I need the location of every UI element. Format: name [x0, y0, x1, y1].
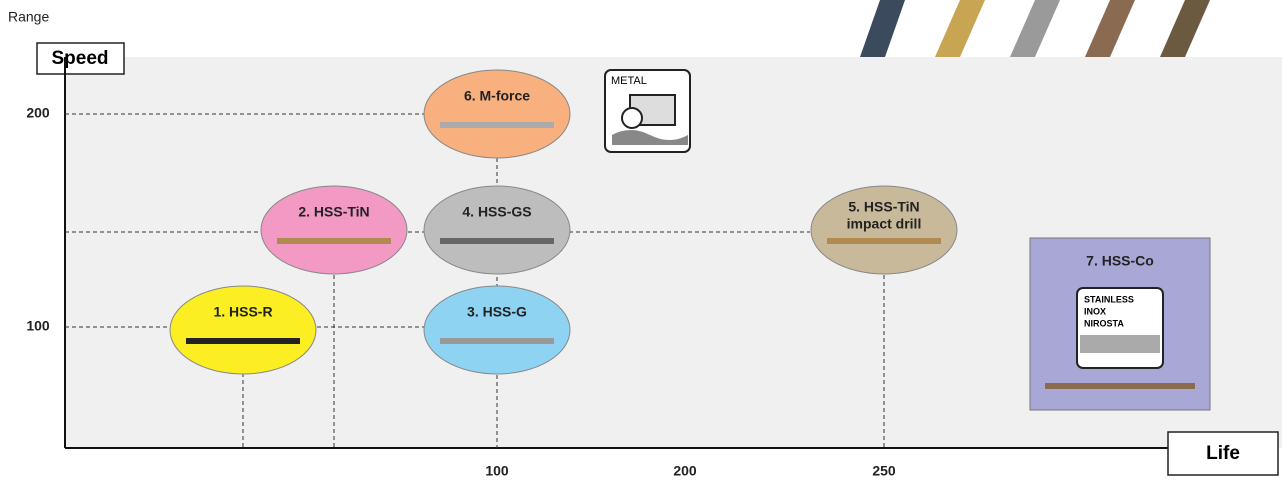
node — [169, 285, 317, 375]
x-tick-label: 250 — [872, 463, 896, 479]
x-axis-box — [1167, 431, 1279, 476]
svg-text:INOX: INOX — [1084, 306, 1106, 316]
drill — [440, 338, 554, 344]
stainless-icon: STAINLESS INOX NIROSTA — [1076, 287, 1164, 369]
node-label: 1. HSS-R — [213, 304, 272, 320]
node-label: 2. HSS-TiN — [298, 204, 369, 220]
drill — [186, 338, 300, 344]
node-label: 3. HSS-G — [467, 304, 527, 320]
svg-text:NIROSTA: NIROSTA — [1084, 318, 1124, 328]
drill — [1045, 383, 1195, 389]
node-label: impact drill — [847, 216, 922, 232]
node — [810, 185, 958, 275]
range-label: Range — [8, 9, 49, 25]
metal-icon: METAL — [604, 69, 691, 153]
svg-text:METAL: METAL — [611, 75, 647, 87]
node — [260, 185, 408, 275]
y-tick-label: 200 — [26, 105, 50, 121]
node — [423, 69, 571, 159]
drill — [827, 238, 941, 244]
drill-photos — [860, 0, 1210, 57]
y-axis-label: Speed — [51, 48, 108, 69]
x-tick-label: 100 — [485, 463, 509, 479]
x-axis-label: Life — [1206, 443, 1240, 464]
drill — [440, 238, 554, 244]
node — [423, 285, 571, 375]
y-axis-box — [36, 42, 125, 75]
drill — [277, 238, 391, 244]
node — [423, 185, 571, 275]
drill — [440, 122, 554, 128]
node-label: 5. HSS-TiN — [848, 199, 919, 215]
node-label: 6. M-force — [464, 88, 530, 104]
x-tick-label: 200 — [673, 463, 697, 479]
svg-text:STAINLESS: STAINLESS — [1084, 294, 1134, 304]
y-tick-label: 100 — [26, 318, 50, 334]
node-label: 4. HSS-GS — [462, 204, 531, 220]
node-label: 7. HSS-Co — [1086, 253, 1154, 269]
